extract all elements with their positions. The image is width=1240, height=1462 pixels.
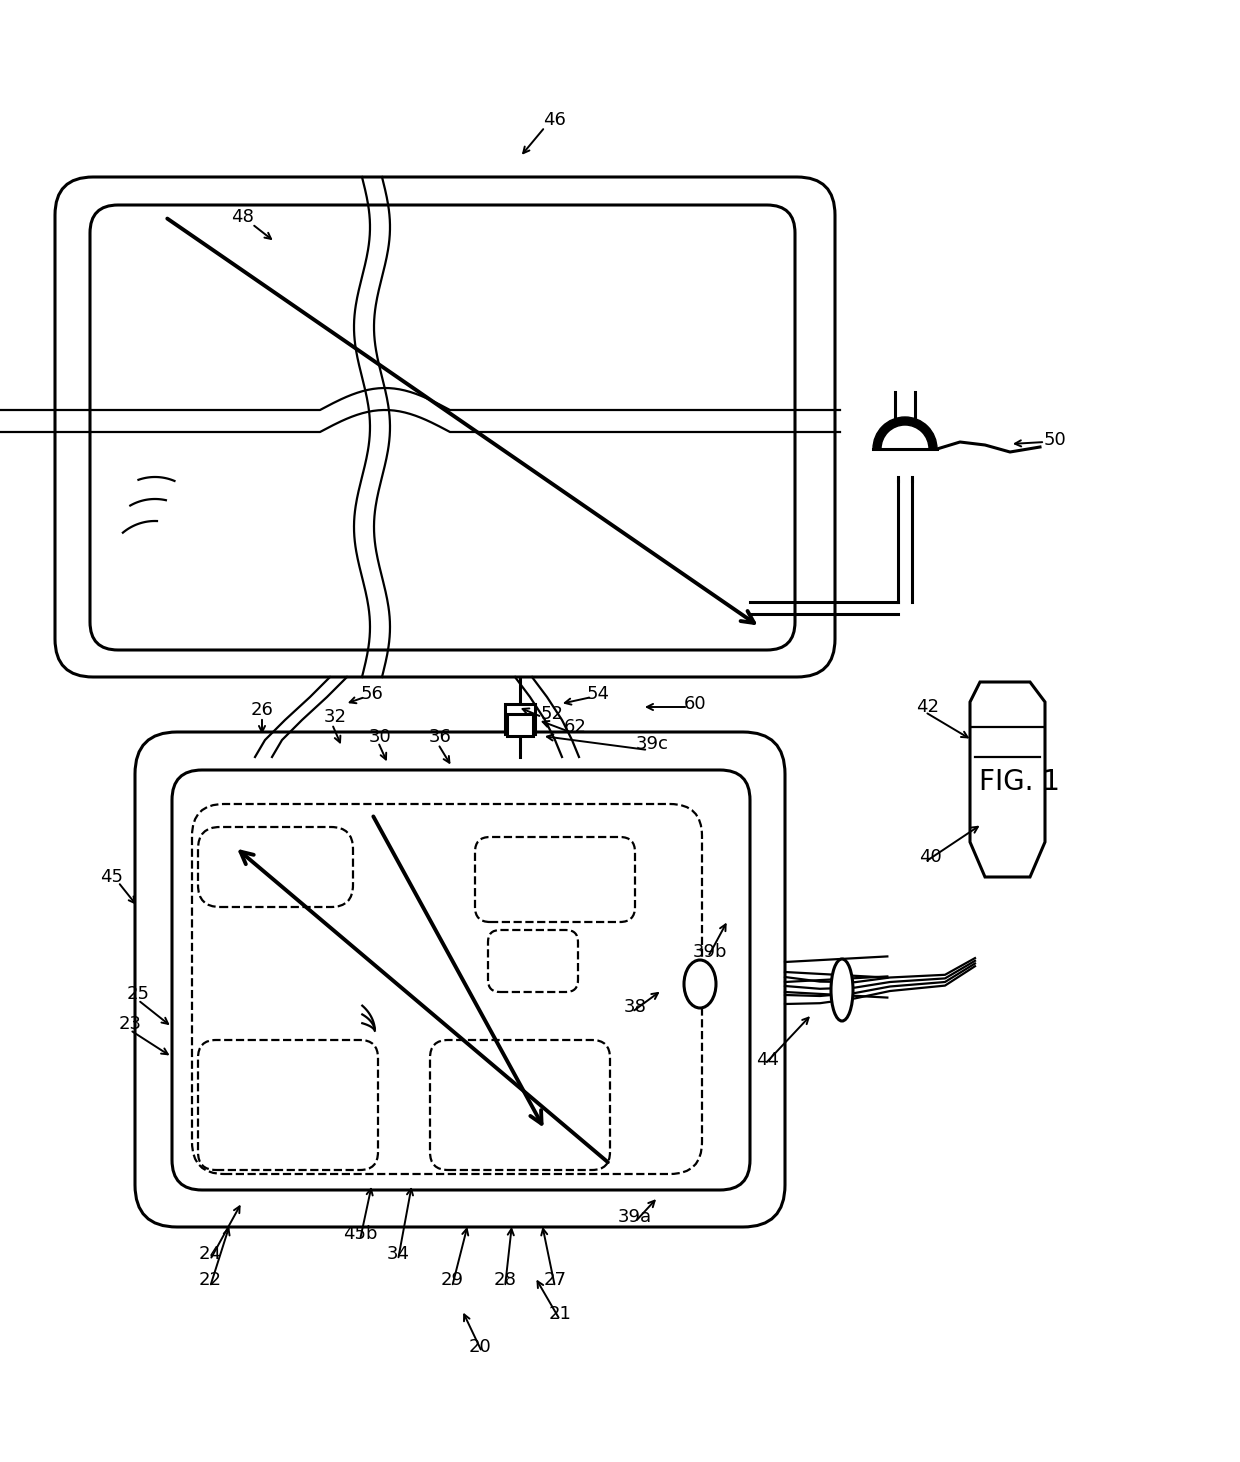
Text: 52: 52 [541,705,563,724]
Text: 27: 27 [543,1270,567,1289]
Text: 40: 40 [919,848,941,866]
Text: 28: 28 [494,1270,516,1289]
Text: 39b: 39b [693,943,727,961]
Ellipse shape [684,961,715,1007]
Text: 46: 46 [543,111,567,129]
Text: 45: 45 [100,868,124,886]
Text: 42: 42 [916,697,940,716]
Text: 39c: 39c [636,735,668,753]
Text: 20: 20 [469,1338,491,1355]
Text: 34: 34 [387,1246,409,1263]
Text: 54: 54 [587,686,610,703]
Text: 25: 25 [126,985,150,1003]
Text: 56: 56 [361,686,383,703]
Text: 21: 21 [548,1306,572,1323]
Text: 36: 36 [429,728,451,746]
Text: 60: 60 [683,694,707,713]
Text: 48: 48 [231,208,253,227]
Text: 24: 24 [198,1246,222,1263]
Text: 29: 29 [440,1270,464,1289]
Text: 62: 62 [563,718,587,735]
Text: 50: 50 [1044,431,1066,449]
Text: 32: 32 [324,708,346,727]
Text: 45b: 45b [342,1225,377,1243]
Text: 38: 38 [624,999,646,1016]
Text: FIG. 1: FIG. 1 [980,768,1060,795]
Text: 30: 30 [368,728,392,746]
Wedge shape [873,417,937,449]
Bar [507,713,533,735]
Text: 26: 26 [250,700,274,719]
Text: 39a: 39a [618,1208,652,1227]
Text: 44: 44 [756,1051,780,1069]
Text: 22: 22 [198,1270,222,1289]
Text: 23: 23 [119,1015,141,1034]
Bar [505,705,534,734]
Ellipse shape [831,959,853,1020]
